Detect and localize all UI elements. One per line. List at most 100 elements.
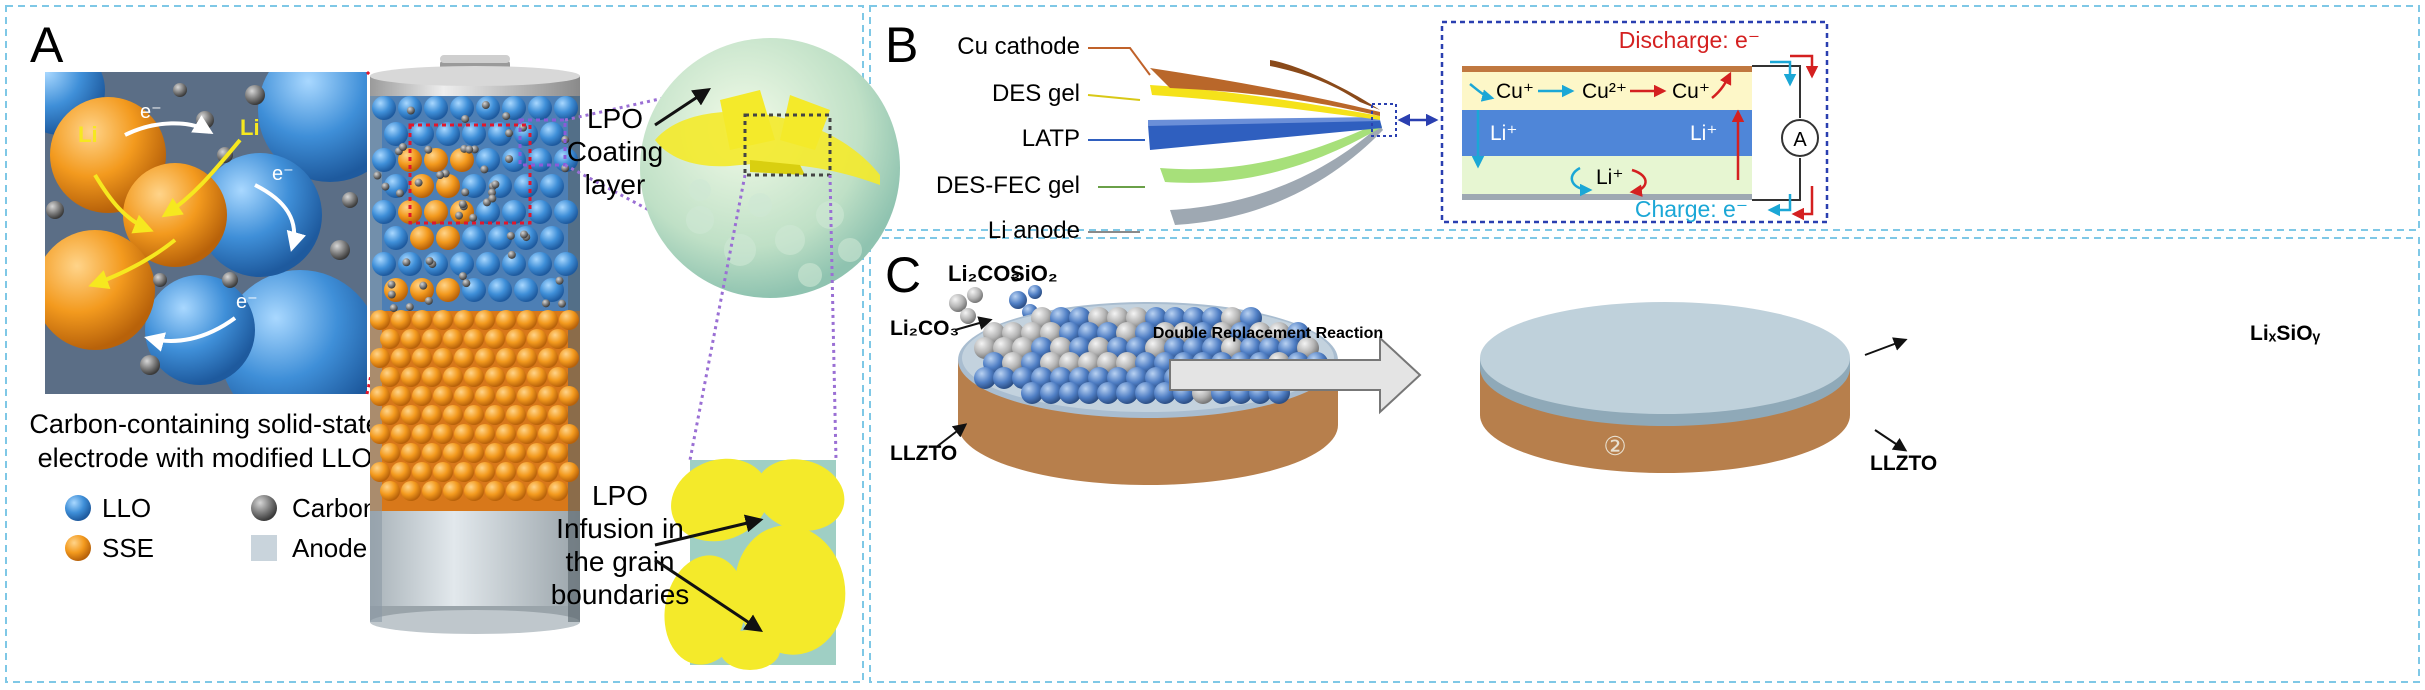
battery-particle bbox=[424, 96, 448, 120]
pellet-particle bbox=[1021, 382, 1043, 404]
battery-sse-particle bbox=[496, 424, 516, 444]
battery-sse-particle bbox=[538, 424, 558, 444]
battery-particle bbox=[554, 96, 578, 120]
legend-llo-swatch bbox=[65, 495, 91, 521]
battery-particle bbox=[436, 122, 460, 146]
battery-sse-particle bbox=[548, 481, 568, 501]
battery-sse-particle bbox=[559, 462, 579, 482]
battery-sse-particle bbox=[370, 424, 390, 444]
battery-carbon-particle bbox=[436, 171, 445, 180]
panel-c-letter: C bbox=[885, 247, 921, 303]
cu-cathode-layer bbox=[1150, 68, 1380, 116]
battery-carbon-particle bbox=[458, 200, 467, 209]
battery-particle bbox=[540, 122, 564, 146]
pellet-particle bbox=[1078, 382, 1100, 404]
battery-particle bbox=[488, 278, 512, 302]
battery-sse-particle bbox=[485, 329, 505, 349]
battery-particle bbox=[528, 200, 552, 224]
battery-carbon-particle bbox=[373, 171, 382, 180]
battery-carbon-particle bbox=[491, 180, 500, 189]
battery-sse-particle bbox=[527, 367, 547, 387]
battery-sse-particle bbox=[538, 348, 558, 368]
battery-sse-particle bbox=[527, 481, 547, 501]
battery-carbon-particle bbox=[414, 178, 423, 187]
callout-coating-line3: layer bbox=[585, 169, 646, 200]
battery-particle bbox=[398, 200, 422, 224]
battery-sse-particle bbox=[391, 462, 411, 482]
battery-particle bbox=[554, 148, 578, 172]
stack-highlight-box bbox=[1371, 103, 1397, 137]
panel-c-frame bbox=[869, 237, 2420, 683]
battery-particle bbox=[450, 252, 474, 276]
battery-carbon-particle bbox=[398, 143, 407, 152]
battery-carbon-particle bbox=[506, 231, 515, 240]
battery-sse-particle bbox=[464, 329, 484, 349]
battery-particle bbox=[436, 278, 460, 302]
reaction-arrow bbox=[1169, 335, 1422, 415]
battery-sse-particle bbox=[443, 367, 463, 387]
layer-stack bbox=[1148, 60, 1383, 225]
layer-label-li-anode: Li anode bbox=[988, 217, 1080, 244]
battery-carbon-particle bbox=[458, 272, 467, 281]
sphere-connector-bottom bbox=[564, 163, 706, 242]
zoom-label-electron-3: e⁻ bbox=[236, 291, 258, 313]
panel-a-frame bbox=[5, 5, 864, 683]
callout-infusion-line1: LPO bbox=[592, 480, 648, 511]
battery-particle bbox=[436, 226, 460, 250]
battery-particle bbox=[410, 122, 434, 146]
battery-sse-particle bbox=[475, 424, 495, 444]
battery-particle bbox=[384, 122, 408, 146]
battery-sse-particle bbox=[464, 367, 484, 387]
label-llzto-right: LLZTO bbox=[1870, 452, 1937, 475]
battery-carbon-particle bbox=[519, 230, 528, 239]
panel-b-letter: B bbox=[885, 17, 918, 73]
battery-sse-particle bbox=[475, 386, 495, 406]
battery-carbon-particle bbox=[487, 188, 496, 197]
battery-sse-particle bbox=[517, 348, 537, 368]
battery-particle bbox=[514, 174, 538, 198]
battery-sse-particle bbox=[527, 443, 547, 463]
battery-particle bbox=[488, 122, 512, 146]
battery-sse-particle bbox=[412, 424, 432, 444]
battery-sse-particle bbox=[412, 348, 432, 368]
zoom-label-li-left: Li bbox=[78, 122, 98, 147]
battery-sse-particle bbox=[443, 329, 463, 349]
pellet-particle bbox=[1135, 382, 1157, 404]
battery-particle bbox=[540, 174, 564, 198]
battery-sse-particle bbox=[380, 367, 400, 387]
battery-carbon-particle bbox=[425, 256, 434, 265]
battery-particle bbox=[514, 278, 538, 302]
battery-particle bbox=[424, 148, 448, 172]
pellet-after: ② bbox=[1480, 302, 1850, 473]
battery-sse-particle bbox=[538, 386, 558, 406]
inset-charge-label: Charge: e⁻ bbox=[1635, 196, 1748, 222]
battery-sse-particle bbox=[391, 386, 411, 406]
callout-coating-line1: LPO bbox=[587, 103, 643, 134]
battery-particle bbox=[476, 252, 500, 276]
callout-infusion-line4: boundaries bbox=[551, 579, 690, 610]
battery-sse-particle bbox=[485, 405, 505, 425]
battery-sse-particle bbox=[538, 310, 558, 330]
battery-carbon-particle bbox=[381, 182, 390, 191]
pellet-particle bbox=[1097, 382, 1119, 404]
battery-sse-particle bbox=[496, 462, 516, 482]
battery-carbon-particle bbox=[424, 145, 433, 154]
battery-sse-particle bbox=[496, 310, 516, 330]
battery-sse-particle bbox=[391, 424, 411, 444]
battery-sse-particle bbox=[454, 348, 474, 368]
grain-boundary-inset bbox=[664, 458, 846, 670]
panel-a-caption-line2: electrode with modified LLO bbox=[38, 443, 373, 473]
battery-sse-particle bbox=[380, 405, 400, 425]
battery-sse-particle bbox=[454, 462, 474, 482]
zoom-label-electron-2: e⁻ bbox=[272, 163, 294, 185]
inset-cu-2plus: Cu²⁺ bbox=[1582, 80, 1627, 103]
inset-cu-plus-2: Cu⁺ bbox=[1672, 80, 1710, 103]
battery-carbon-particle bbox=[395, 189, 404, 198]
battery-sse-particle bbox=[454, 310, 474, 330]
battery-sse-particle bbox=[527, 405, 547, 425]
battery-sse-particle bbox=[370, 386, 390, 406]
layer-label-des-fec-gel: DES-FEC gel bbox=[936, 172, 1080, 199]
battery-sse-particle bbox=[548, 329, 568, 349]
inset-li-left: Li⁺ bbox=[1490, 122, 1517, 145]
battery-sse-particle bbox=[559, 310, 579, 330]
